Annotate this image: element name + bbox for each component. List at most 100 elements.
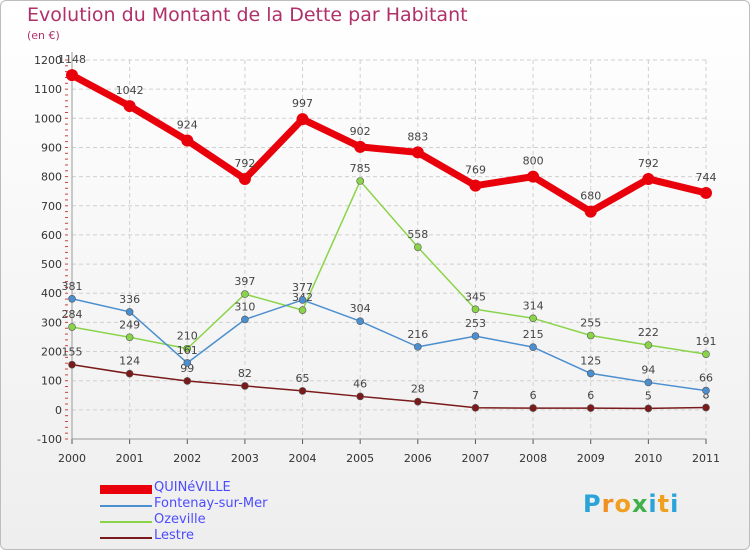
- data-label: 94: [641, 363, 655, 376]
- data-point: [414, 397, 422, 406]
- data-label: 7: [472, 389, 479, 402]
- data-label: 381: [62, 280, 83, 293]
- legend-swatch: [100, 485, 152, 494]
- data-label: 902: [350, 125, 371, 138]
- data-point: [241, 315, 249, 324]
- data-label: 314: [523, 299, 544, 312]
- data-point: [471, 305, 480, 314]
- data-label: 924: [177, 118, 198, 131]
- data-point: [181, 134, 194, 147]
- data-point: [586, 404, 595, 412]
- x-tick-label: 2003: [231, 452, 259, 465]
- data-label: 284: [62, 308, 83, 321]
- data-point: [183, 359, 192, 367]
- data-label: 215: [523, 328, 544, 341]
- data-label: 558: [407, 228, 428, 241]
- series-line-3: [71, 363, 707, 410]
- data-point: [68, 294, 76, 303]
- data-label: 1042: [116, 84, 144, 97]
- y-tick-label: 500: [41, 258, 62, 271]
- data-label: 65: [296, 372, 310, 385]
- data-point: [471, 404, 480, 412]
- data-point: [414, 343, 422, 351]
- data-label: 99: [180, 362, 194, 375]
- data-point: [356, 177, 364, 185]
- data-label: 82: [238, 367, 252, 380]
- data-point: [298, 306, 307, 314]
- y-tick-label: 1000: [34, 112, 62, 125]
- data-point: [411, 146, 424, 159]
- data-point: [529, 404, 537, 412]
- data-point: [356, 392, 364, 401]
- data-label: 125: [580, 354, 601, 367]
- x-tick-label: 2001: [116, 452, 144, 465]
- x-tick-label: 2002: [173, 452, 201, 465]
- legend-label: QUINéVILLE: [154, 480, 231, 495]
- series-line-1: [71, 298, 707, 392]
- data-label: 6: [530, 389, 537, 402]
- proxiti-logo: Proxiti: [583, 490, 680, 518]
- data-point: [125, 369, 134, 378]
- data-point: [644, 341, 653, 349]
- data-label: 161: [177, 344, 198, 357]
- legend-swatch: [100, 537, 152, 539]
- data-label: 124: [119, 355, 140, 368]
- y-tick-label: 300: [41, 316, 62, 329]
- chart-subtitle: (en €): [27, 29, 60, 42]
- data-label: 155: [62, 346, 83, 359]
- data-label: 800: [523, 155, 544, 168]
- x-tick-label: 2006: [404, 452, 432, 465]
- y-tick-label: 700: [41, 200, 62, 213]
- x-tick-label: 2011: [692, 452, 720, 465]
- y-tick-label: 100: [41, 375, 62, 388]
- data-point: [469, 179, 482, 192]
- x-tick-label: 2005: [346, 452, 374, 465]
- data-point: [644, 378, 653, 387]
- y-tick-label: 1200: [34, 54, 62, 67]
- data-label: 249: [119, 318, 140, 331]
- data-label: 883: [407, 130, 428, 143]
- x-tick-label: 2000: [58, 452, 86, 465]
- data-point: [702, 403, 710, 412]
- data-point: [125, 333, 134, 342]
- data-label: 66: [699, 372, 713, 385]
- data-label: 46: [353, 377, 367, 390]
- y-tick-label: -100: [37, 433, 62, 446]
- data-point: [183, 344, 192, 353]
- series-line-0: [70, 72, 707, 216]
- legend-label: Ozeville: [154, 512, 206, 527]
- data-label: 255: [580, 317, 601, 330]
- x-tick-label: 2010: [634, 452, 662, 465]
- data-point: [529, 314, 537, 323]
- data-point: [702, 386, 710, 395]
- y-tick-label: 0: [55, 404, 62, 417]
- data-label: 6: [587, 389, 594, 402]
- data-point: [702, 350, 710, 358]
- data-point: [238, 172, 251, 185]
- data-label: 1148: [58, 53, 86, 66]
- data-label: 310: [234, 300, 255, 313]
- data-point: [642, 172, 655, 185]
- data-point: [68, 360, 76, 369]
- data-point: [296, 113, 309, 126]
- data-point: [241, 382, 249, 390]
- y-tick-label: 400: [41, 287, 62, 300]
- data-point: [68, 323, 76, 331]
- data-label: 345: [465, 290, 486, 303]
- data-label: 769: [465, 164, 486, 177]
- data-label: 8: [703, 389, 710, 402]
- data-label: 5: [645, 389, 652, 402]
- x-tick-label: 2004: [289, 452, 317, 465]
- data-point: [700, 186, 712, 199]
- data-point: [298, 296, 307, 304]
- data-point: [66, 69, 78, 82]
- data-point: [414, 243, 422, 251]
- legend-label: Lestre: [154, 528, 194, 543]
- data-label: 253: [465, 317, 486, 330]
- legend-label: Fontenay-sur-Mer: [154, 496, 268, 511]
- x-tick-label: 2009: [577, 452, 605, 465]
- data-label: 304: [350, 302, 371, 315]
- y-tick-label: 800: [41, 171, 62, 184]
